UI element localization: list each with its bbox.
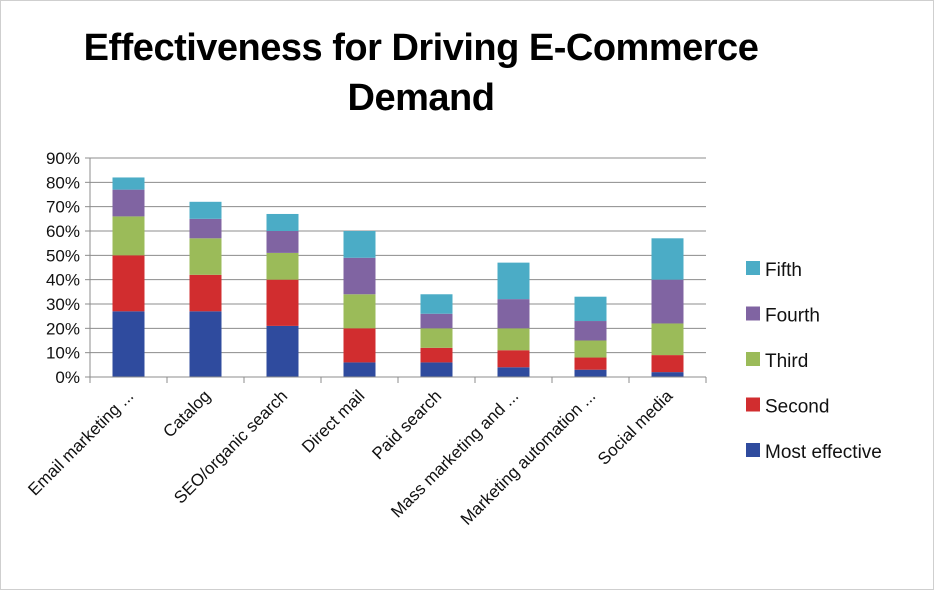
gridlines bbox=[90, 157, 706, 354]
bar-segment-most-effective bbox=[497, 367, 530, 377]
bar-segment-fourth bbox=[112, 189, 145, 217]
bar-segment-fifth bbox=[266, 213, 299, 231]
bar-segment-fifth bbox=[189, 201, 222, 219]
bar-segment-fifth bbox=[497, 262, 530, 300]
bar-segment-third bbox=[343, 294, 376, 329]
y-tick-label: 30% bbox=[46, 295, 80, 314]
legend: Fifth Fourth Third Second Most effective bbox=[746, 260, 882, 463]
legend-swatch-third bbox=[746, 352, 760, 366]
bar-segment-most-effective bbox=[266, 325, 299, 377]
legend-swatch-fourth bbox=[746, 306, 760, 321]
bar-segment-most-effective bbox=[112, 311, 145, 377]
legend-label: Fourth bbox=[765, 306, 820, 327]
x-category-label: Catalog bbox=[159, 386, 214, 441]
bar-segment-second bbox=[497, 350, 530, 368]
x-category-label: Marketing automation ... bbox=[457, 386, 599, 528]
x-category-label: Social media bbox=[594, 386, 677, 469]
chart-title: Effectiveness for Driving E-Commerce Dem… bbox=[83, 27, 759, 119]
bar-segment-second bbox=[420, 347, 453, 363]
bar-segment-fourth bbox=[574, 321, 607, 341]
y-tick-label: 50% bbox=[46, 246, 80, 265]
y-tick-label: 60% bbox=[46, 222, 80, 241]
bar-segment-third bbox=[497, 328, 530, 351]
y-tick-label: 40% bbox=[46, 271, 80, 290]
bar-segment-third bbox=[266, 252, 299, 280]
y-tick-label: 70% bbox=[46, 198, 80, 217]
legend-label: Second bbox=[765, 397, 829, 418]
bar-segment-fifth bbox=[420, 294, 453, 314]
y-tick-label: 0% bbox=[55, 368, 80, 387]
y-tick-label: 20% bbox=[46, 319, 80, 338]
legend-label: Third bbox=[765, 351, 808, 372]
bar-segment-third bbox=[189, 238, 222, 275]
y-tick-label: 10% bbox=[46, 344, 80, 363]
y-tick-label: 80% bbox=[46, 173, 80, 192]
bar-segment-most-effective bbox=[420, 362, 453, 377]
bar-segment-fifth bbox=[651, 238, 684, 280]
bar-segment-most-effective bbox=[343, 362, 376, 377]
y-tick-label: 90% bbox=[46, 149, 80, 168]
bar-segment-third bbox=[112, 216, 145, 256]
bar-segment-fourth bbox=[651, 279, 684, 324]
bar-segment-second bbox=[343, 328, 376, 363]
legend-label: Fifth bbox=[765, 260, 802, 281]
x-category-label: Paid search bbox=[368, 386, 445, 463]
bar-segment-fifth bbox=[343, 231, 376, 258]
x-category-label: Email marketing ... bbox=[24, 386, 137, 499]
bar-segment-fourth bbox=[343, 257, 376, 295]
legend-swatch-second bbox=[746, 397, 760, 412]
bar-segment-fifth bbox=[112, 177, 145, 190]
x-category-label: Direct mail bbox=[298, 386, 368, 456]
bar-segment-most-effective bbox=[651, 372, 684, 377]
bar-segment-fourth bbox=[497, 299, 530, 329]
legend-label: Most effective bbox=[765, 442, 882, 463]
bar-stacks bbox=[112, 177, 684, 377]
bar-segment-third bbox=[420, 328, 453, 348]
bar-segment-second bbox=[266, 279, 299, 326]
bar-segment-third bbox=[651, 323, 684, 356]
bar-segment-fourth bbox=[420, 313, 453, 329]
bar-segment-fifth bbox=[574, 296, 607, 322]
bar-segment-second bbox=[112, 255, 145, 312]
bar-segment-fourth bbox=[189, 218, 222, 239]
legend-swatch-most-effective bbox=[746, 443, 760, 457]
bar-segment-second bbox=[651, 355, 684, 373]
bar-segment-second bbox=[574, 357, 607, 370]
bar-segment-second bbox=[189, 274, 222, 312]
legend-swatch-fifth bbox=[746, 261, 760, 275]
x-category-label: Mass marketing and ... bbox=[387, 386, 522, 521]
bar-segment-most-effective bbox=[574, 369, 607, 377]
bar-segment-most-effective bbox=[189, 311, 222, 377]
bar-segment-fourth bbox=[266, 231, 299, 253]
bar-segment-third bbox=[574, 340, 607, 358]
